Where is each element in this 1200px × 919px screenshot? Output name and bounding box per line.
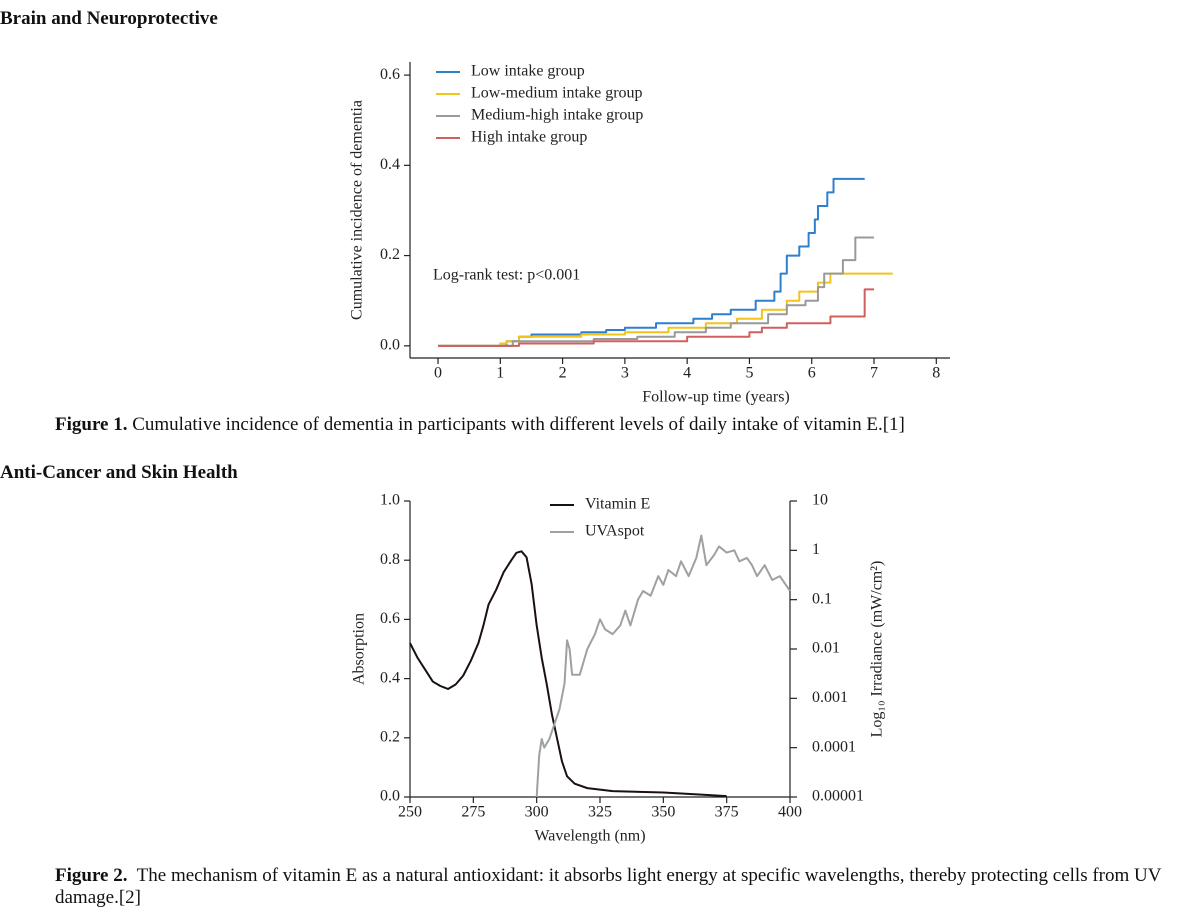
x-tick-label: 275 bbox=[461, 804, 485, 821]
x-tick-label: 2 bbox=[559, 365, 567, 382]
legend-label: High intake group bbox=[471, 129, 587, 146]
y-tick-label: 0.6 bbox=[380, 66, 400, 83]
series-line bbox=[409, 550, 727, 798]
y-tick-label: 0.0 bbox=[380, 788, 400, 805]
x-axis-label: Wavelength (nm) bbox=[534, 828, 645, 845]
y2-tick-label: 0.001 bbox=[812, 689, 848, 706]
figure-caption: Figure 1. Cumulative incidence of dement… bbox=[55, 414, 905, 436]
y-tick-label: 0.4 bbox=[380, 156, 400, 173]
series-line bbox=[438, 177, 865, 347]
charts: 0 1 2 3 4 5 6 7 8 0.0 0.2 0.4 0.6 Low intake group Low… bbox=[349, 62, 950, 845]
y2-tick-label: 0.0001 bbox=[812, 738, 856, 755]
y-tick-label: 1.0 bbox=[380, 492, 400, 509]
y2-tick-label: 10 bbox=[812, 492, 828, 509]
legend-label: Low intake group bbox=[471, 63, 585, 80]
y-tick-label: 0.2 bbox=[380, 246, 400, 263]
x-tick-label: 3 bbox=[621, 365, 629, 382]
figure-caption: Figure 2. The mechanism of vitamin E as … bbox=[55, 865, 1195, 909]
y-axis-label: Cumulative incidence of dementia bbox=[349, 100, 366, 320]
y-axis-label: Absorption bbox=[351, 613, 368, 685]
legend-label: Vitamin E bbox=[585, 496, 650, 513]
y2-tick-label: 0.00001 bbox=[812, 788, 864, 805]
x-axis-label: Follow-up time (years) bbox=[642, 389, 790, 406]
x-tick-label: 350 bbox=[651, 804, 675, 821]
section-heading: Anti-Cancer and Skin Health bbox=[0, 462, 238, 483]
x-tick-label: 0 bbox=[434, 365, 442, 382]
legend-label: Medium-high intake group bbox=[471, 107, 643, 124]
figure-label: Figure 1. bbox=[55, 414, 128, 435]
series-line bbox=[438, 288, 875, 347]
x-tick-label: 300 bbox=[525, 804, 549, 821]
x-tick-label: 250 bbox=[398, 804, 422, 821]
legend-label: Low-medium intake group bbox=[471, 85, 643, 102]
series-line bbox=[535, 534, 791, 798]
y2-tick-label: 1 bbox=[812, 541, 820, 558]
section-heading: Brain and Neuroprotective bbox=[0, 8, 218, 29]
x-tick-label: 4 bbox=[683, 365, 691, 382]
x-tick-label: 8 bbox=[932, 365, 940, 382]
annotation: Log-rank test: p<0.001 bbox=[433, 267, 580, 284]
y-tick-label: 0.2 bbox=[380, 728, 400, 745]
x-tick-label: 1 bbox=[496, 365, 504, 382]
x-tick-label: 325 bbox=[588, 804, 612, 821]
x-tick-label: 7 bbox=[870, 365, 878, 382]
figure-label: Figure 2. bbox=[55, 865, 128, 886]
series-line bbox=[438, 236, 875, 347]
y-tick-label: 0.8 bbox=[380, 551, 400, 568]
caption-text: The mechanism of vitamin E as a natural … bbox=[55, 865, 1162, 908]
y-tick-label: 0.0 bbox=[380, 336, 400, 353]
y2-tick-label: 0.1 bbox=[812, 590, 832, 607]
caption-text: Cumulative incidence of dementia in part… bbox=[132, 414, 905, 435]
y-tick-label: 0.6 bbox=[380, 610, 400, 627]
y2-tick-label: 0.01 bbox=[812, 640, 840, 657]
legend-label: UVAspot bbox=[585, 523, 645, 540]
x-tick-label: 5 bbox=[745, 365, 753, 382]
x-tick-label: 400 bbox=[778, 804, 802, 821]
y2-axis-label: Log₁₀ Irradiance (mW/cm²) bbox=[869, 561, 886, 738]
x-tick-label: 6 bbox=[808, 365, 816, 382]
y-tick-label: 0.4 bbox=[380, 669, 400, 686]
x-tick-label: 375 bbox=[715, 804, 739, 821]
